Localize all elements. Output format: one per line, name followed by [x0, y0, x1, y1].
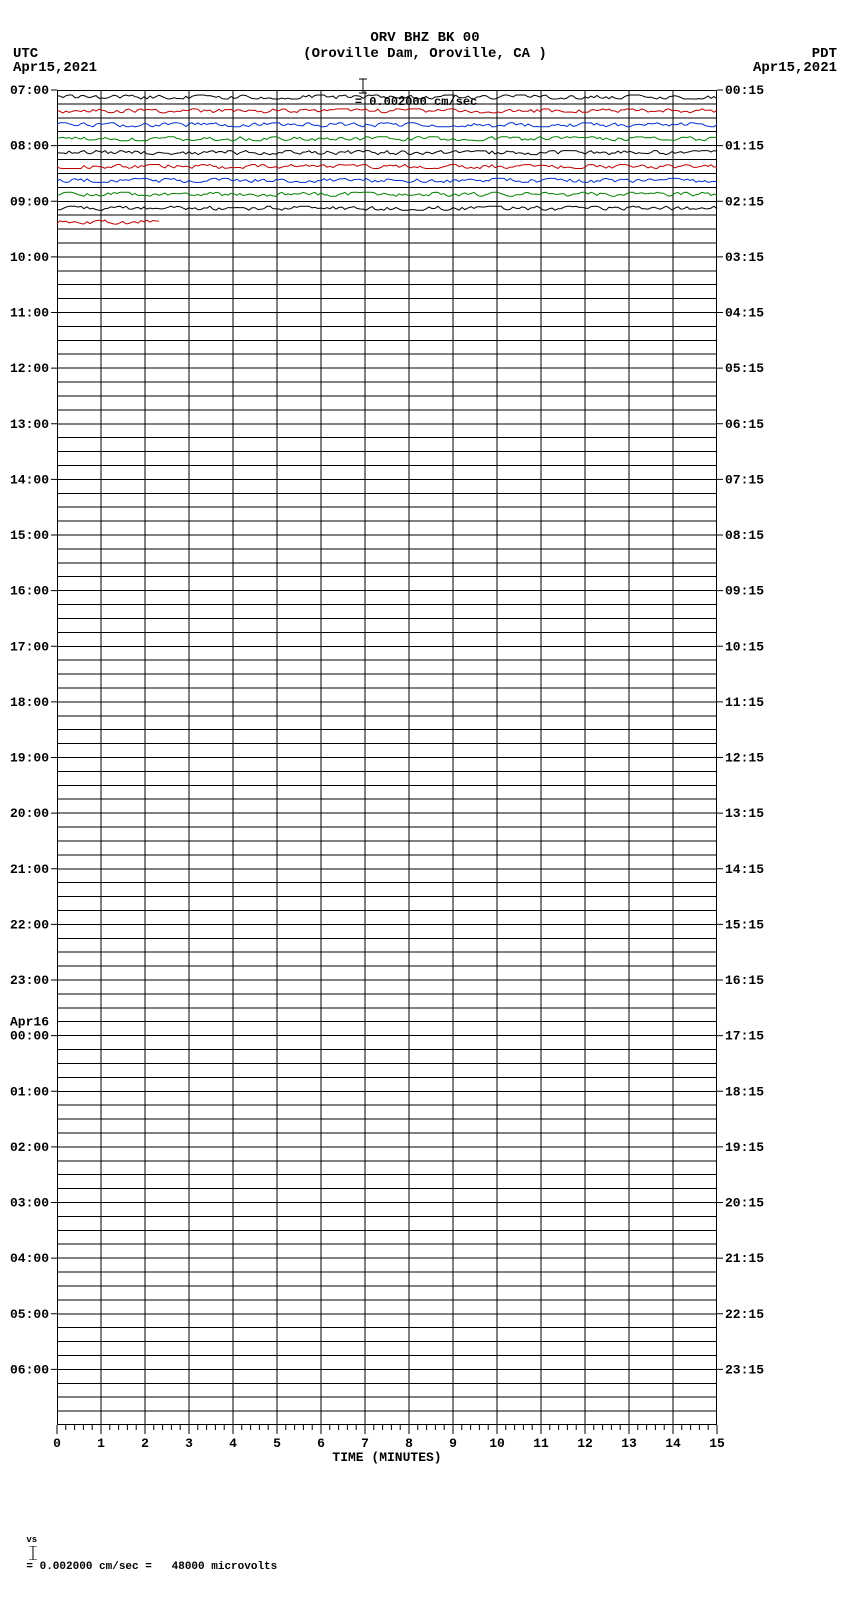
- svg-text:1: 1: [97, 1436, 105, 1451]
- svg-text:04:00: 04:00: [10, 1251, 49, 1266]
- svg-text:22:00: 22:00: [10, 917, 49, 932]
- svg-text:06:00: 06:00: [10, 1362, 49, 1377]
- svg-text:00:15: 00:15: [725, 83, 764, 98]
- svg-text:09:00: 09:00: [10, 194, 49, 209]
- svg-text:15:00: 15:00: [10, 528, 49, 543]
- svg-text:15:15: 15:15: [725, 917, 764, 932]
- right-date: Apr15,2021: [753, 60, 837, 76]
- svg-text:8: 8: [405, 1436, 413, 1451]
- svg-text:05:15: 05:15: [725, 361, 764, 376]
- svg-text:6: 6: [317, 1436, 325, 1451]
- svg-text:14: 14: [665, 1436, 681, 1451]
- svg-text:10:00: 10:00: [10, 250, 49, 265]
- svg-text:00:00: 00:00: [10, 1029, 49, 1044]
- svg-text:19:00: 19:00: [10, 751, 49, 766]
- svg-text:12: 12: [577, 1436, 593, 1451]
- svg-text:16:15: 16:15: [725, 973, 764, 988]
- station-title: ORV BHZ BK 00: [0, 30, 850, 46]
- svg-text:13:15: 13:15: [725, 806, 764, 821]
- svg-text:7: 7: [361, 1436, 369, 1451]
- svg-text:01:15: 01:15: [725, 139, 764, 154]
- svg-text:9: 9: [449, 1436, 457, 1451]
- svg-text:14:15: 14:15: [725, 862, 764, 877]
- helicorder-plot: 0123456789101112131415TIME (MINUTES)07:0…: [57, 90, 717, 1425]
- svg-text:16:00: 16:00: [10, 584, 49, 599]
- svg-text:01:00: 01:00: [10, 1084, 49, 1099]
- svg-text:13: 13: [621, 1436, 637, 1451]
- svg-text:12:00: 12:00: [10, 361, 49, 376]
- svg-text:20:15: 20:15: [725, 1196, 764, 1211]
- svg-text:4: 4: [229, 1436, 237, 1451]
- svg-text:14:00: 14:00: [10, 472, 49, 487]
- svg-text:11:00: 11:00: [10, 306, 49, 321]
- svg-text:20:00: 20:00: [10, 806, 49, 821]
- svg-text:22:15: 22:15: [725, 1307, 764, 1322]
- svg-text:Apr16: Apr16: [10, 1015, 49, 1030]
- helicorder-svg: 0123456789101112131415TIME (MINUTES)07:0…: [57, 90, 717, 1425]
- svg-text:06:15: 06:15: [725, 417, 764, 432]
- svg-text:03:15: 03:15: [725, 250, 764, 265]
- svg-text:18:15: 18:15: [725, 1084, 764, 1099]
- svg-text:10: 10: [489, 1436, 505, 1451]
- svg-text:21:15: 21:15: [725, 1251, 764, 1266]
- svg-text:09:15: 09:15: [725, 584, 764, 599]
- left-date: Apr15,2021: [13, 60, 97, 76]
- svg-text:03:00: 03:00: [10, 1196, 49, 1211]
- svg-text:17:15: 17:15: [725, 1029, 764, 1044]
- svg-text:17:00: 17:00: [10, 639, 49, 654]
- svg-text:12:15: 12:15: [725, 751, 764, 766]
- svg-text:5: 5: [273, 1436, 281, 1451]
- svg-text:04:15: 04:15: [725, 306, 764, 321]
- svg-text:0: 0: [53, 1436, 61, 1451]
- svg-text:18:00: 18:00: [10, 695, 49, 710]
- svg-text:08:00: 08:00: [10, 139, 49, 154]
- svg-text:11:15: 11:15: [725, 695, 764, 710]
- svg-text:2: 2: [141, 1436, 149, 1451]
- svg-text:15: 15: [709, 1436, 725, 1451]
- seismogram-page: ORV BHZ BK 00 (Oroville Dam, Oroville, C…: [0, 0, 850, 1613]
- svg-text:TIME (MINUTES): TIME (MINUTES): [332, 1450, 441, 1465]
- footer-scale: vs = 0.002000 cm/sec = 48000 microvolts: [0, 1522, 277, 1585]
- svg-text:07:00: 07:00: [10, 83, 49, 98]
- svg-text:13:00: 13:00: [10, 417, 49, 432]
- svg-text:05:00: 05:00: [10, 1307, 49, 1322]
- svg-text:02:00: 02:00: [10, 1140, 49, 1155]
- svg-text:08:15: 08:15: [725, 528, 764, 543]
- svg-text:02:15: 02:15: [725, 194, 764, 209]
- svg-text:3: 3: [185, 1436, 193, 1451]
- svg-text:07:15: 07:15: [725, 472, 764, 487]
- svg-text:19:15: 19:15: [725, 1140, 764, 1155]
- station-location: (Oroville Dam, Oroville, CA ): [0, 46, 850, 62]
- svg-text:11: 11: [533, 1436, 549, 1451]
- svg-text:23:15: 23:15: [725, 1362, 764, 1377]
- svg-text:23:00: 23:00: [10, 973, 49, 988]
- svg-text:10:15: 10:15: [725, 639, 764, 654]
- footer-scale-text: = 0.002000 cm/sec = 48000 microvolts: [26, 1561, 277, 1573]
- svg-text:21:00: 21:00: [10, 862, 49, 877]
